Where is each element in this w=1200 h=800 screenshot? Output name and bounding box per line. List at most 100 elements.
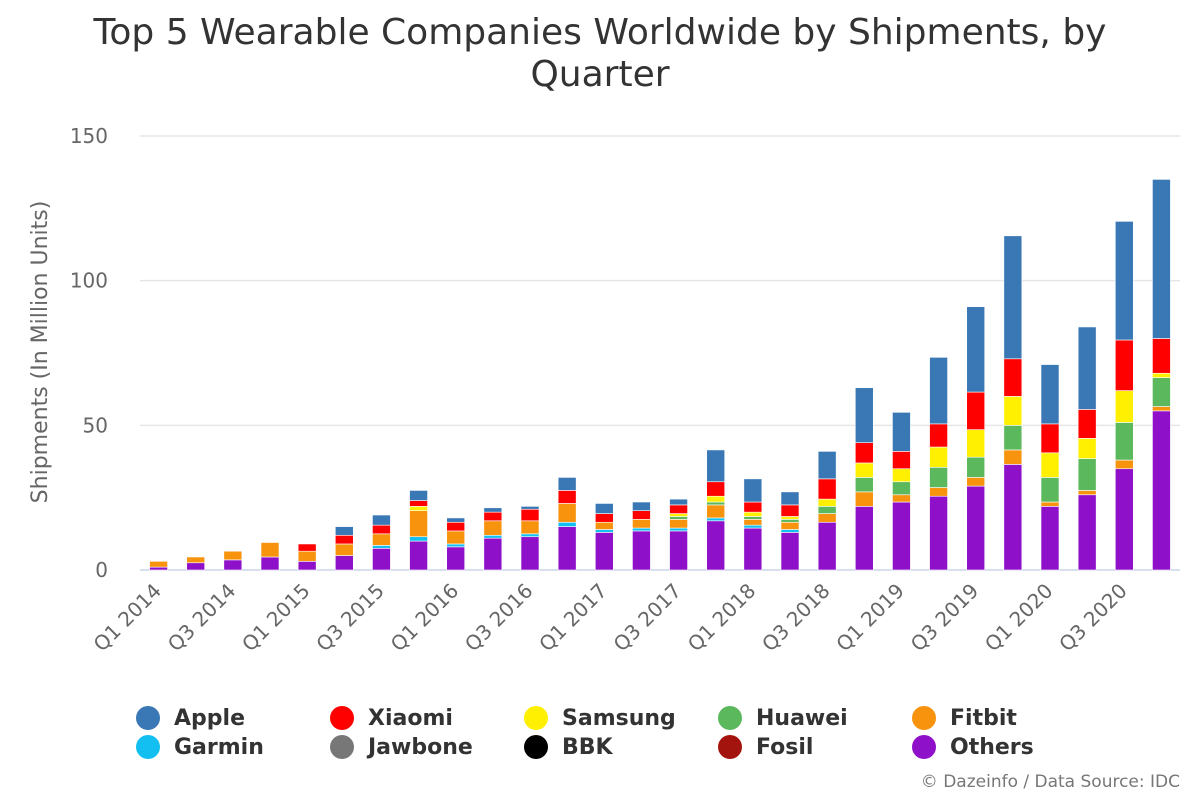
bar-segment-fitbit[interactable] — [149, 561, 168, 568]
bar-segment-others[interactable] — [1152, 410, 1171, 571]
bar-segment-xiaomi[interactable] — [817, 478, 837, 500]
bar-segment-garmin[interactable] — [669, 527, 688, 532]
bar-segment-fitbit[interactable] — [594, 521, 614, 530]
bar-segment-others[interactable] — [669, 530, 688, 571]
bar-segment-samsung[interactable] — [817, 498, 837, 507]
bar-segment-apple[interactable] — [334, 526, 354, 536]
bar-segment-fitbit[interactable] — [372, 533, 391, 546]
bar-segment-xiaomi[interactable] — [1077, 409, 1097, 439]
bar-segment-xiaomi[interactable] — [706, 481, 726, 497]
bar-segment-xiaomi[interactable] — [929, 423, 948, 448]
bar-segment-samsung[interactable] — [1003, 396, 1023, 426]
bar-segment-samsung[interactable] — [929, 446, 948, 468]
bar-segment-xiaomi[interactable] — [409, 500, 428, 507]
bar-segment-others[interactable] — [186, 562, 206, 571]
bar-segment-others[interactable] — [297, 561, 317, 571]
bar-segment-fitbit[interactable] — [260, 542, 280, 558]
bar-segment-apple[interactable] — [780, 491, 800, 506]
bar-segment-others[interactable] — [594, 532, 614, 571]
bar-segment-xiaomi[interactable] — [892, 451, 911, 470]
bar-segment-others[interactable] — [1077, 494, 1097, 571]
bar-segment-fitbit[interactable] — [1077, 490, 1097, 496]
bar-segment-xiaomi[interactable] — [966, 391, 986, 430]
bar-segment-others[interactable] — [409, 540, 428, 571]
bar-segment-huawei[interactable] — [1003, 425, 1023, 451]
bar-segment-huawei[interactable] — [669, 516, 688, 520]
bar-segment-fitbit[interactable] — [929, 487, 948, 497]
bar-segment-others[interactable] — [446, 546, 466, 571]
bar-segment-apple[interactable] — [1003, 235, 1023, 360]
bar-segment-others[interactable] — [743, 527, 763, 571]
bar-segment-fitbit[interactable] — [483, 520, 503, 536]
bar-segment-huawei[interactable] — [817, 506, 837, 514]
bar-segment-fitbit[interactable] — [557, 503, 577, 523]
bar-segment-fitbit[interactable] — [1003, 449, 1023, 465]
bar-segment-huawei[interactable] — [1152, 377, 1171, 407]
legend-item-samsung[interactable]: Samsung — [524, 704, 676, 732]
bar-segment-fitbit[interactable] — [966, 477, 986, 487]
bar-segment-xiaomi[interactable] — [483, 511, 503, 522]
bar-segment-apple[interactable] — [557, 477, 577, 491]
bar-segment-xiaomi[interactable] — [446, 521, 466, 532]
bar-segment-apple[interactable] — [409, 490, 428, 501]
bar-segment-apple[interactable] — [1114, 221, 1134, 341]
bar-segment-fitbit[interactable] — [1040, 501, 1060, 507]
bar-segment-samsung[interactable] — [669, 513, 688, 517]
bar-segment-garmin[interactable] — [780, 529, 800, 533]
bar-segment-huawei[interactable] — [780, 519, 800, 523]
bar-segment-others[interactable] — [1003, 464, 1023, 571]
bar-segment-samsung[interactable] — [409, 506, 428, 511]
bar-segment-garmin[interactable] — [446, 543, 466, 548]
bar-segment-apple[interactable] — [743, 478, 763, 503]
bar-segment-xiaomi[interactable] — [297, 543, 317, 552]
bar-segment-apple[interactable] — [1077, 326, 1097, 410]
bar-segment-xiaomi[interactable] — [1152, 338, 1171, 374]
bar-segment-others[interactable] — [372, 547, 391, 571]
bar-segment-samsung[interactable] — [1040, 452, 1060, 478]
bar-segment-xiaomi[interactable] — [854, 442, 874, 464]
bar-segment-fitbit[interactable] — [780, 521, 800, 530]
bar-segment-apple[interactable] — [483, 507, 503, 513]
bar-segment-fitbit[interactable] — [297, 550, 317, 562]
bar-segment-huawei[interactable] — [854, 477, 874, 493]
bar-segment-apple[interactable] — [669, 498, 688, 506]
bar-segment-fitbit[interactable] — [817, 513, 837, 523]
bar-segment-apple[interactable] — [854, 387, 874, 443]
bar-segment-xiaomi[interactable] — [1114, 339, 1134, 391]
bar-segment-samsung[interactable] — [966, 429, 986, 458]
bar-segment-apple[interactable] — [1040, 364, 1060, 425]
bar-segment-huawei[interactable] — [706, 501, 726, 506]
bar-segment-samsung[interactable] — [780, 516, 800, 520]
bar-segment-fitbit[interactable] — [743, 519, 763, 526]
bar-segment-others[interactable] — [1114, 468, 1134, 571]
legend-item-apple[interactable]: Apple — [136, 704, 245, 732]
bar-segment-xiaomi[interactable] — [780, 504, 800, 517]
bar-segment-apple[interactable] — [929, 357, 948, 425]
legend-item-fitbit[interactable]: Fitbit — [912, 704, 1017, 732]
bar-segment-huawei[interactable] — [1077, 458, 1097, 491]
bar-segment-samsung[interactable] — [743, 511, 763, 517]
credits[interactable]: © Dazeinfo / Data Source: IDC — [920, 772, 1180, 792]
bar-segment-samsung[interactable] — [1077, 438, 1097, 459]
bar-segment-fitbit[interactable] — [1114, 459, 1134, 470]
bar-segment-others[interactable] — [557, 526, 577, 571]
bar-segment-huawei[interactable] — [1114, 422, 1134, 461]
bar-segment-apple[interactable] — [632, 501, 651, 511]
bar-segment-others[interactable] — [854, 506, 874, 571]
bar-segment-fitbit[interactable] — [223, 550, 243, 561]
bar-segment-apple[interactable] — [372, 514, 391, 526]
bar-segment-xiaomi[interactable] — [743, 501, 763, 513]
bar-segment-garmin[interactable] — [706, 517, 726, 522]
bar-segment-garmin[interactable] — [409, 536, 428, 542]
bar-segment-others[interactable] — [817, 521, 837, 571]
bar-segment-samsung[interactable] — [892, 468, 911, 483]
bar-segment-apple[interactable] — [446, 517, 466, 523]
bar-segment-fitbit[interactable] — [334, 543, 354, 556]
bar-segment-garmin[interactable] — [743, 524, 763, 529]
bar-segment-xiaomi[interactable] — [594, 513, 614, 523]
bar-segment-fitbit[interactable] — [892, 494, 911, 503]
bar-segment-huawei[interactable] — [929, 466, 948, 488]
bar-segment-garmin[interactable] — [557, 521, 577, 527]
bar-segment-apple[interactable] — [706, 449, 726, 483]
bar-segment-apple[interactable] — [892, 412, 911, 452]
